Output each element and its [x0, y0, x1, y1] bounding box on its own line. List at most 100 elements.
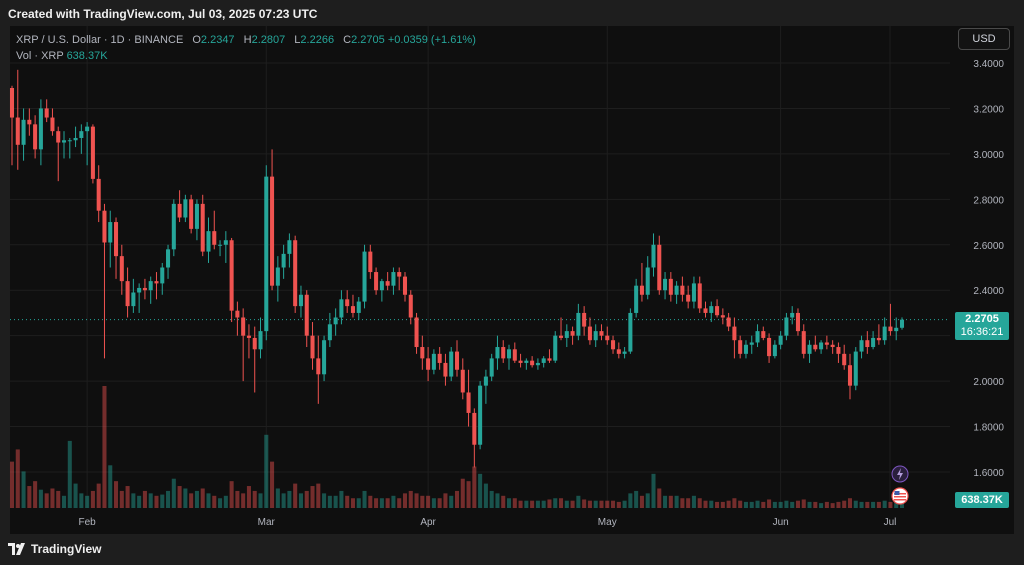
candle-body — [541, 358, 546, 363]
candle-body — [663, 278, 668, 291]
bar-countdown: 16:36:21 — [960, 326, 1004, 338]
candle-body — [524, 360, 529, 363]
candle-body — [749, 342, 754, 345]
candle-body — [414, 317, 419, 348]
candle-body — [824, 342, 829, 345]
candle-body — [657, 244, 662, 291]
open-value: 2.2347 — [200, 34, 235, 46]
candle-body — [506, 349, 512, 359]
volume-bar — [668, 495, 673, 508]
candle-body — [316, 358, 321, 375]
candle-body — [56, 131, 61, 143]
close-value: 2.2705 — [351, 34, 385, 46]
volume-bar — [628, 493, 633, 508]
y-tick-label: 2.8000 — [973, 195, 1004, 206]
volume-bar — [478, 473, 483, 508]
volume-bar — [871, 501, 876, 508]
volume-bar — [506, 498, 512, 508]
candle-body — [333, 317, 338, 325]
volume-bar — [466, 481, 471, 508]
candle-body — [252, 337, 257, 350]
volume-bar — [177, 486, 182, 508]
candle-body — [790, 312, 795, 318]
tradingview-brand[interactable]: TradingView — [8, 542, 101, 556]
candle-body — [270, 176, 275, 286]
last-price-tag: 2.2705 16:36:21 — [955, 312, 1009, 340]
volume-bar — [801, 499, 806, 508]
candle-body — [108, 222, 113, 243]
candle-body — [33, 124, 38, 150]
volume-bar — [616, 501, 621, 508]
volume-bar — [697, 498, 702, 508]
candle-body — [628, 312, 633, 352]
volume-bar — [639, 495, 644, 508]
volume-bar — [674, 495, 679, 508]
candle-body — [420, 347, 425, 359]
volume-bar — [304, 490, 309, 508]
candle-body — [697, 283, 702, 309]
candle-body — [836, 347, 841, 354]
volume-bar — [645, 493, 650, 508]
candle-body — [460, 369, 465, 393]
volume-bar — [246, 486, 251, 508]
volume-bar — [270, 461, 275, 508]
top-bar: Created with TradingView.com, Jul 03, 20… — [0, 0, 1024, 26]
volume-bar — [743, 501, 748, 508]
candle-body — [119, 256, 124, 282]
us-flag-icon[interactable] — [891, 487, 909, 505]
volume-bar — [541, 500, 546, 508]
candle-body — [212, 231, 217, 245]
candle-body — [732, 326, 737, 341]
volume-bar — [709, 500, 714, 508]
volume-bar — [298, 493, 303, 508]
candle-body — [339, 299, 344, 318]
volume-bar — [530, 500, 535, 508]
candle-body — [102, 210, 107, 243]
candle-body — [582, 312, 587, 327]
candle-body — [634, 285, 639, 313]
volume-bar — [570, 500, 575, 508]
volume-bar — [218, 498, 223, 508]
volume-bar — [899, 503, 905, 508]
candle-body — [680, 285, 685, 295]
volume-bar — [125, 486, 130, 508]
y-tick-label: 2.6000 — [973, 241, 1004, 252]
volume-bar — [512, 498, 517, 508]
candle-body — [96, 178, 101, 211]
volume-bar — [582, 499, 587, 508]
volume-bar — [472, 466, 477, 508]
candle-body — [137, 287, 142, 293]
lightning-icon[interactable] — [891, 465, 909, 483]
volume-bar — [414, 493, 419, 508]
y-tick-label: 3.2000 — [973, 104, 1004, 115]
volume-bar — [166, 490, 171, 508]
volume-bar — [824, 501, 829, 508]
volume-bar — [345, 495, 350, 508]
chart-frame[interactable] — [10, 26, 1014, 534]
candle-body — [767, 337, 772, 357]
candle-body — [194, 203, 199, 229]
volume-bar — [553, 498, 558, 508]
candle-body — [437, 353, 442, 363]
volume-bar — [772, 501, 777, 508]
volume-bar — [9, 461, 15, 508]
volume-bar — [732, 498, 737, 508]
candle-body — [21, 119, 26, 145]
candle-body — [616, 349, 621, 354]
volume-bar — [183, 488, 188, 508]
volume-bar — [379, 498, 384, 508]
candle-body — [258, 331, 263, 350]
candles — [9, 69, 905, 468]
candle-body — [200, 203, 205, 252]
currency-button[interactable]: USD — [958, 28, 1010, 50]
volume-bar — [535, 500, 540, 508]
candle-body — [611, 340, 616, 350]
candle-body — [189, 199, 194, 229]
created-caption: Created with TradingView.com, Jul 03, 20… — [8, 7, 318, 21]
volume-bar — [148, 493, 153, 508]
volume-bar — [56, 490, 61, 508]
volume-bar — [691, 495, 696, 508]
volume-bar — [853, 500, 858, 508]
volume-bar — [27, 486, 32, 508]
